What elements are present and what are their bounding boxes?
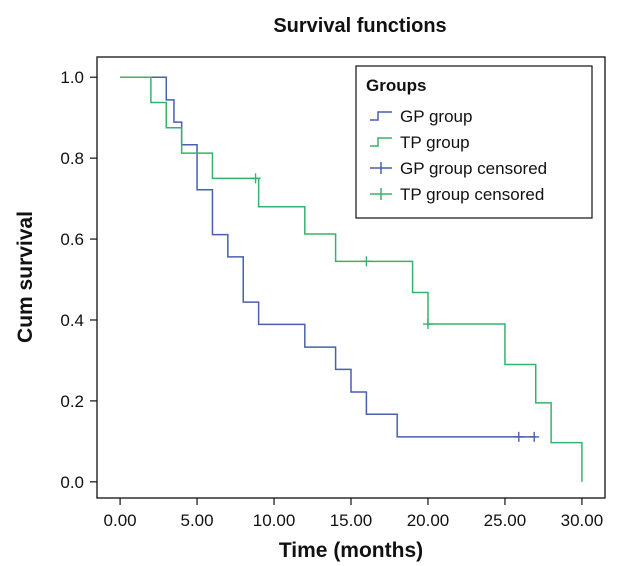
legend-entry-label: TP group censored [400,185,544,204]
x-tick-label: 15.00 [330,511,373,530]
y-tick-label: 0.2 [60,392,84,411]
x-tick-label: 10.00 [253,511,296,530]
y-tick-label: 1.0 [60,68,84,87]
legend-entry-label: TP group [400,133,470,152]
y-tick-label: 0.0 [60,473,84,492]
x-tick-label: 25.00 [484,511,527,530]
y-axis-label: Cum survival [14,211,37,343]
legend-entry-label: GP group censored [400,159,547,178]
legend-box [355,65,593,219]
legend-swatch-step [370,137,392,147]
x-tick-label: 30.00 [561,511,604,530]
y-tick-label: 0.6 [60,230,84,249]
x-axis-ticks: 0.00 5.00 10.00 15.00 20.00 25.00 30.00 [104,498,604,530]
x-tick-label: 20.00 [407,511,450,530]
y-axis-ticks: 0.0 0.2 0.4 0.6 0.8 1.0 [60,68,97,492]
x-tick-label: 5.00 [181,511,214,530]
x-tick-label: 0.00 [104,511,137,530]
censor-marker-tp [250,173,261,184]
legend-title: Groups [366,76,426,95]
y-tick-label: 0.8 [60,149,84,168]
legend-swatch-step [370,111,392,121]
legend-swatch-censor [370,162,392,174]
y-tick-label: 0.4 [60,311,84,330]
series-line-tp-group [120,76,583,482]
legend-entry-label: GP group [400,107,472,126]
censor-marker-gp [513,431,524,442]
legend-entries: GP group TP group GP group censored TP grou… [370,107,547,204]
legend-swatch-censor [370,188,392,200]
x-axis-label: Time (months) [279,539,423,562]
series-line-gp-group [120,76,536,438]
series-layer [120,76,583,482]
censor-markers [250,173,540,442]
censor-marker-tp [361,256,372,267]
censor-marker-gp [529,431,540,442]
censor-marker-tp [422,319,433,330]
legend: Groups GP group TP group GP group censored… [355,65,593,219]
chart-title: Survival functions [273,15,446,37]
